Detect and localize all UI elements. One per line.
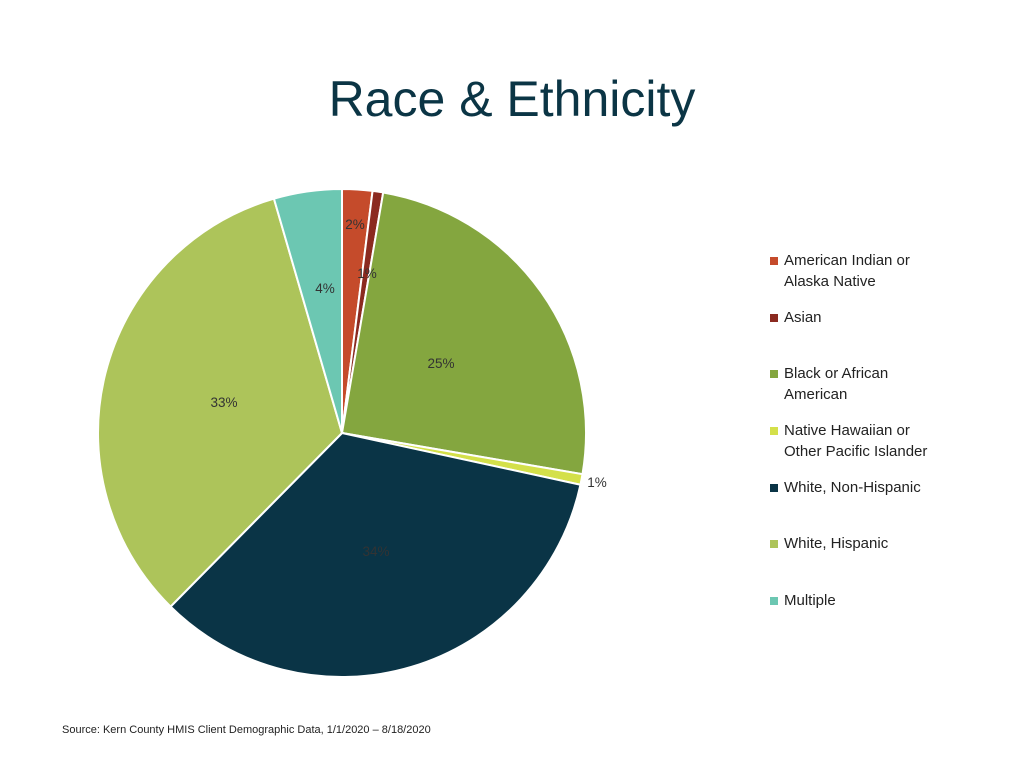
slice-data-label: 34% (362, 544, 389, 559)
legend-item: White, Hispanic (770, 533, 1010, 554)
legend-swatch (770, 257, 778, 265)
legend-label: Native Hawaiian or Other Pacific Islander (784, 420, 927, 462)
legend-swatch (770, 597, 778, 605)
legend-item: Black or African American (770, 363, 1010, 405)
slice-data-label: 1% (357, 266, 377, 281)
legend-label-line: Asian (784, 309, 822, 326)
legend-label: American Indian or Alaska Native (784, 250, 910, 292)
legend-item: Native Hawaiian or Other Pacific Islander (770, 420, 1010, 462)
pie-slice-white-hispanic (97, 197, 344, 609)
legend-swatch (770, 314, 778, 322)
legend-swatch (770, 484, 778, 492)
legend-item: Multiple (770, 590, 1010, 611)
slice-data-label: 33% (210, 395, 237, 410)
pie-slice-multiple (272, 187, 343, 434)
slice-data-label: 2% (345, 217, 365, 232)
legend-label-line: Black or African (784, 365, 889, 382)
legend-label-line: Alaska Native (784, 273, 876, 290)
legend-swatch (770, 370, 778, 378)
legend-item: White, Non-Hispanic (770, 477, 1010, 498)
chart-title: Race & Ethnicity (328, 71, 696, 127)
legend-label-line: Native Hawaiian or (784, 422, 910, 439)
pie-slice-black-or-african-american (340, 191, 587, 476)
slice-data-label: 4% (315, 281, 335, 296)
legend-label-line: Other Pacific Islander (784, 443, 928, 460)
legend-label-line: Multiple (784, 592, 836, 609)
legend-label-line: White, Non-Hispanic (784, 479, 921, 496)
legend-swatch (770, 540, 778, 548)
legend-item: American Indian or Alaska Native (770, 250, 1010, 292)
legend-label: White, Non-Hispanic (784, 477, 921, 498)
legend-label-line: American (784, 386, 848, 403)
legend-label-line: American Indian or (784, 252, 910, 269)
legend-label: Asian (784, 307, 822, 328)
legend-swatch (770, 427, 778, 435)
pie-slice-white-non-hispanic (169, 431, 582, 678)
legend-label: Black or African American (784, 363, 888, 405)
legend-label-line: White, Hispanic (784, 535, 889, 552)
legend-item: Asian (770, 307, 1010, 328)
legend-label: White, Hispanic (784, 533, 888, 554)
slice-data-label: 1% (587, 475, 607, 490)
source-note: Source: Kern County HMIS Client Demograp… (62, 724, 431, 736)
slice-data-label: 25% (427, 356, 454, 371)
legend-label: Multiple (784, 590, 836, 611)
